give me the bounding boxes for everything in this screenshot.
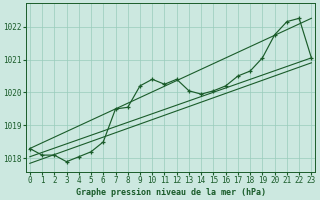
X-axis label: Graphe pression niveau de la mer (hPa): Graphe pression niveau de la mer (hPa) xyxy=(76,188,266,197)
